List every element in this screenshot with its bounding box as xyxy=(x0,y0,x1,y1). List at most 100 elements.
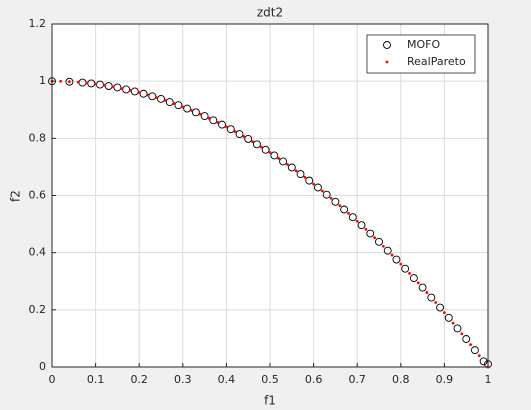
point xyxy=(451,321,455,325)
point xyxy=(375,237,383,246)
x-tick-label: 0.6 xyxy=(305,373,323,386)
point xyxy=(277,157,281,160)
point xyxy=(453,324,462,333)
point xyxy=(65,77,74,86)
point xyxy=(165,98,174,106)
point xyxy=(408,271,411,275)
point xyxy=(409,274,418,283)
point xyxy=(225,125,228,129)
point xyxy=(218,120,226,129)
legend: MOFO RealPareto xyxy=(366,34,476,74)
point xyxy=(111,85,115,89)
point xyxy=(242,135,246,138)
x-tick-label: 0.8 xyxy=(392,373,410,386)
point xyxy=(436,303,444,312)
point xyxy=(469,343,472,346)
point xyxy=(209,116,218,125)
point xyxy=(181,105,185,109)
y-tick-label: 0.4 xyxy=(29,246,47,259)
point xyxy=(157,94,165,103)
point xyxy=(303,175,307,179)
point xyxy=(190,109,193,112)
point xyxy=(94,82,97,86)
point xyxy=(305,176,314,185)
point xyxy=(183,104,192,113)
point xyxy=(460,332,464,336)
point xyxy=(261,145,270,154)
point xyxy=(312,182,315,186)
x-tick-label: 0.9 xyxy=(436,373,454,386)
point xyxy=(329,196,333,200)
marks xyxy=(48,77,492,369)
point xyxy=(139,89,148,98)
point xyxy=(200,112,209,120)
point xyxy=(418,283,427,292)
y-tick-label: 1.2 xyxy=(29,17,47,30)
point xyxy=(322,190,331,199)
legend-marker xyxy=(383,41,391,49)
point xyxy=(120,87,124,90)
point xyxy=(233,130,237,133)
point xyxy=(268,151,272,155)
point xyxy=(427,293,436,302)
point xyxy=(174,101,183,110)
point xyxy=(399,262,403,266)
point xyxy=(383,246,392,255)
point xyxy=(462,335,471,343)
point xyxy=(434,301,438,304)
chart-title: zdt2 xyxy=(257,6,283,20)
point xyxy=(381,244,385,248)
point xyxy=(340,205,349,214)
point xyxy=(85,81,89,85)
point xyxy=(155,96,159,100)
point xyxy=(235,130,244,138)
point xyxy=(444,313,453,322)
point xyxy=(373,236,377,240)
point xyxy=(355,219,359,223)
point xyxy=(207,116,211,120)
point xyxy=(479,357,488,366)
legend-label: RealPareto xyxy=(407,55,466,68)
point xyxy=(146,93,150,97)
point xyxy=(390,253,394,257)
y-axis-label: f2 xyxy=(9,190,23,202)
legend-marker xyxy=(385,60,389,64)
point xyxy=(270,151,279,160)
point xyxy=(392,255,401,264)
x-tick-label: 0 xyxy=(49,373,56,386)
x-tick-label: 1 xyxy=(485,373,492,386)
legend-label: MOFO xyxy=(407,38,440,51)
x-tick-label: 0.2 xyxy=(130,373,148,386)
point xyxy=(287,163,296,172)
point xyxy=(68,80,71,84)
point xyxy=(163,99,167,102)
x-tick-label: 0.1 xyxy=(87,373,105,386)
point xyxy=(137,91,141,94)
y-tick-label: 0 xyxy=(39,360,46,373)
point xyxy=(347,211,350,215)
y-tick-label: 0.6 xyxy=(29,189,47,202)
point xyxy=(320,189,324,193)
point xyxy=(59,79,63,83)
point xyxy=(216,121,220,124)
point xyxy=(416,281,420,285)
point xyxy=(148,92,157,101)
point xyxy=(279,157,288,166)
point xyxy=(296,170,305,179)
x-tick-label: 0.3 xyxy=(174,373,192,386)
legend-box xyxy=(366,34,476,74)
point xyxy=(331,197,340,206)
point xyxy=(251,140,254,144)
point xyxy=(294,169,298,173)
point xyxy=(425,291,429,294)
point xyxy=(338,204,342,208)
point xyxy=(76,80,80,84)
point xyxy=(172,102,176,105)
point xyxy=(314,183,322,192)
y-tick-label: 1 xyxy=(39,74,46,87)
point xyxy=(366,229,375,238)
x-axis-label: f1 xyxy=(264,394,276,408)
x-tick-label: 0.4 xyxy=(218,373,236,386)
